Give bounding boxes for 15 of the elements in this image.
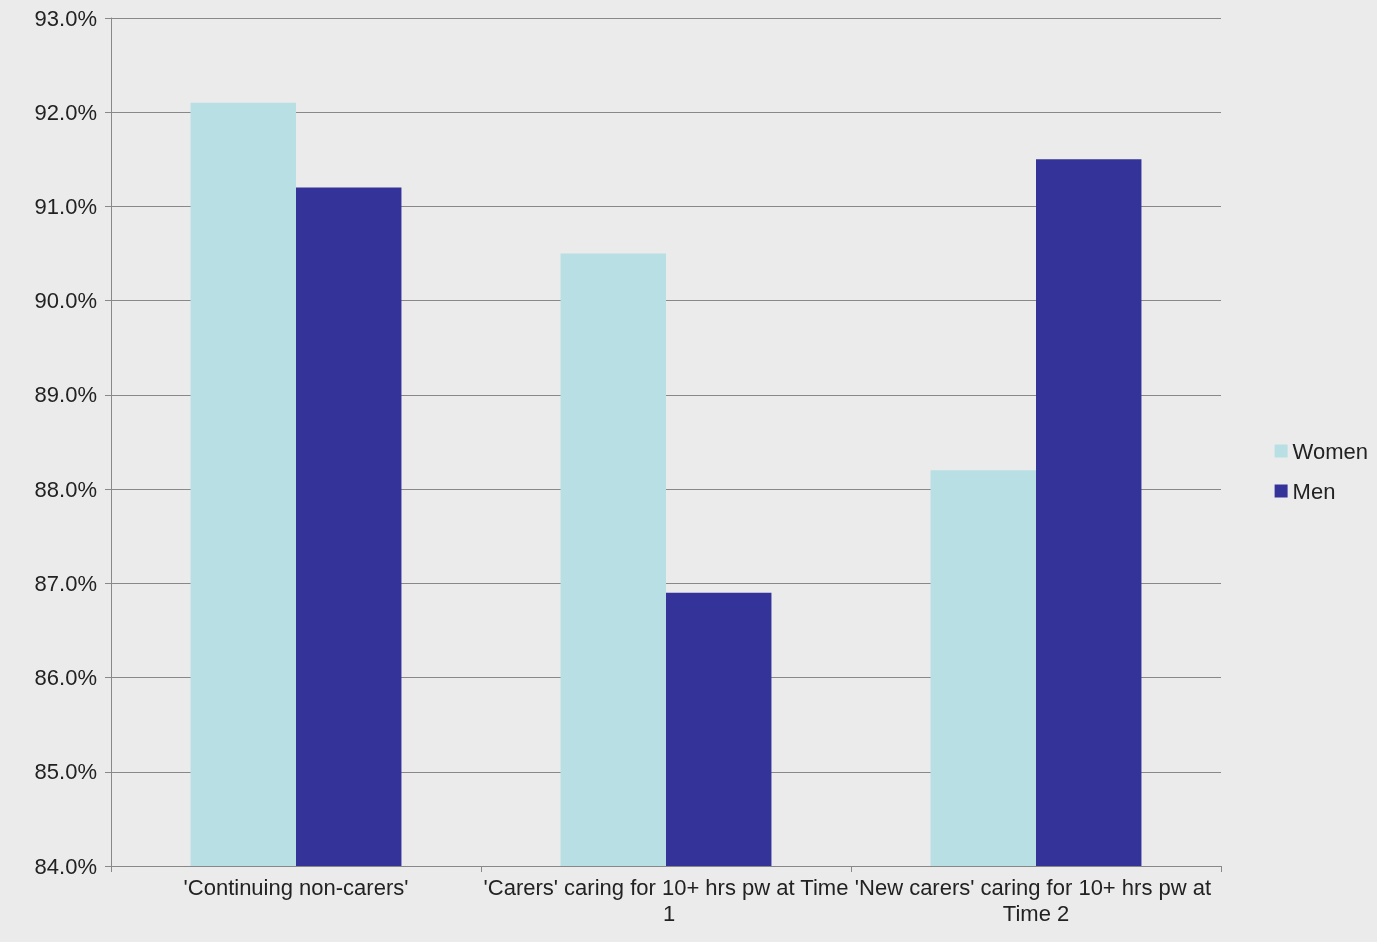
x-tick-label: 'New carers' caring for 10+ hrs pw at Time 2: [854, 874, 1218, 926]
y-tick-label: 92.0%: [34, 99, 97, 125]
y-tick-label: 90.0%: [34, 288, 97, 314]
y-tick-label: 85.0%: [34, 759, 97, 785]
y-tick-label: 87.0%: [34, 570, 97, 596]
y-tick-label: 93.0%: [34, 5, 97, 31]
y-tick-label: 84.0%: [34, 853, 97, 879]
y-tick-label: 86.0%: [34, 665, 97, 691]
y-tick-label: 89.0%: [34, 382, 97, 408]
legend-label: Men: [1292, 478, 1336, 504]
x-tick-label: 'Carers' caring for 10+ hrs pw at Time 1: [483, 874, 849, 926]
x-tick-label: 'Continuing non-carers': [183, 874, 409, 900]
legend-label: Women: [1292, 438, 1369, 464]
y-tick-label: 88.0%: [34, 476, 97, 502]
y-tick-label: 91.0%: [34, 193, 97, 219]
